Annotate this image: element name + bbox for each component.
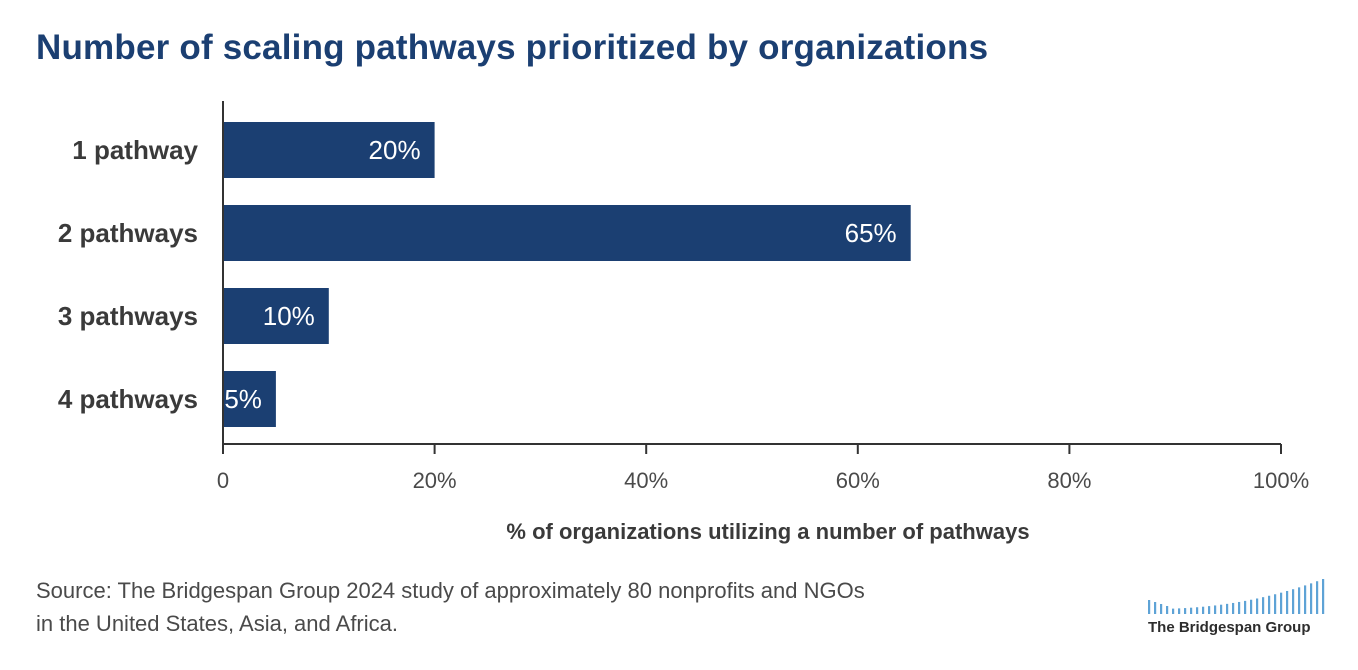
logo-bar — [1274, 594, 1277, 614]
logo-bar — [1160, 604, 1163, 614]
logo-bar — [1244, 600, 1247, 614]
logo-bar — [1268, 595, 1271, 614]
logo-bar — [1172, 608, 1175, 614]
bar-2 — [223, 205, 911, 261]
logo-bar — [1292, 589, 1295, 614]
source-line-2: in the United States, Asia, and Africa. — [36, 611, 398, 636]
x-tick-label: 100% — [1253, 468, 1309, 493]
category-label: 1 pathway — [72, 135, 198, 165]
data-label: 5% — [224, 384, 262, 414]
category-label: 4 pathways — [58, 384, 198, 414]
category-label: 2 pathways — [58, 218, 198, 248]
logo-bar — [1148, 600, 1151, 614]
data-label: 20% — [369, 135, 421, 165]
bar-3 — [223, 288, 329, 344]
logo-bar — [1220, 604, 1223, 614]
logo-bar — [1202, 606, 1205, 614]
logo-text: The Bridgespan Group — [1148, 619, 1311, 636]
logo-bar — [1316, 581, 1319, 614]
category-label: 3 pathways — [58, 301, 198, 331]
logo-bar — [1238, 601, 1241, 614]
logo-bar — [1196, 607, 1199, 614]
logo-bar — [1310, 583, 1313, 614]
x-tick-label: 0 — [217, 468, 229, 493]
logo-bar — [1256, 598, 1259, 614]
logo-bar — [1190, 607, 1193, 614]
source-line-1: Source: The Bridgespan Group 2024 study … — [36, 578, 865, 603]
data-label: 10% — [263, 301, 315, 331]
logo-bar — [1226, 603, 1229, 614]
bar-4 — [223, 371, 276, 427]
logo-bar — [1262, 597, 1265, 614]
logo-bar — [1322, 579, 1325, 614]
logo-bar — [1250, 599, 1253, 614]
bar-1 — [223, 122, 435, 178]
logo-bar — [1166, 606, 1169, 614]
logo-bar — [1208, 606, 1211, 614]
x-axis-label: % of organizations utilizing a number of… — [506, 519, 1029, 544]
logo-bar — [1178, 608, 1181, 614]
data-label: 65% — [845, 218, 897, 248]
x-tick-label: 40% — [624, 468, 668, 493]
logo-bar — [1286, 590, 1289, 614]
logo-bar — [1184, 608, 1187, 614]
x-tick-label: 80% — [1047, 468, 1091, 493]
x-tick-label: 60% — [836, 468, 880, 493]
bar-chart: 1 pathway 20% 2 pathways 65% 3 pathways 10% 4 … — [58, 101, 1309, 544]
chart-title: Number of scaling pathways prioritized b… — [36, 28, 989, 67]
x-tick-label: 20% — [413, 468, 457, 493]
logo-bar — [1298, 587, 1301, 614]
bridgespan-logo-icon — [1148, 579, 1325, 614]
logo-bar — [1214, 605, 1217, 614]
logo-bar — [1232, 602, 1235, 614]
logo-bar — [1154, 602, 1157, 614]
logo-bar — [1280, 592, 1283, 614]
logo-bar — [1304, 585, 1307, 614]
source-note: Source: The Bridgespan Group 2024 study … — [36, 574, 1116, 640]
